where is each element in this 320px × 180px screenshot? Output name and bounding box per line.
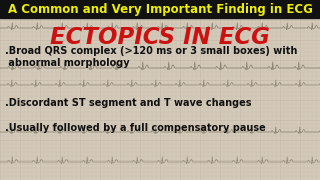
Text: .Usually followed by a full compensatory pause: .Usually followed by a full compensatory…: [5, 123, 266, 133]
Text: .Broad QRS complex (>120 ms or 3 small boxes) with
 abnormal morphology: .Broad QRS complex (>120 ms or 3 small b…: [5, 46, 297, 68]
Bar: [0, 0, 320, 18]
Text: A Common and Very Important Finding in ECG: A Common and Very Important Finding in E…: [8, 3, 312, 15]
Text: ECTOPICS IN ECG: ECTOPICS IN ECG: [50, 26, 270, 48]
Text: .Discordant ST segment and T wave changes: .Discordant ST segment and T wave change…: [5, 98, 252, 108]
